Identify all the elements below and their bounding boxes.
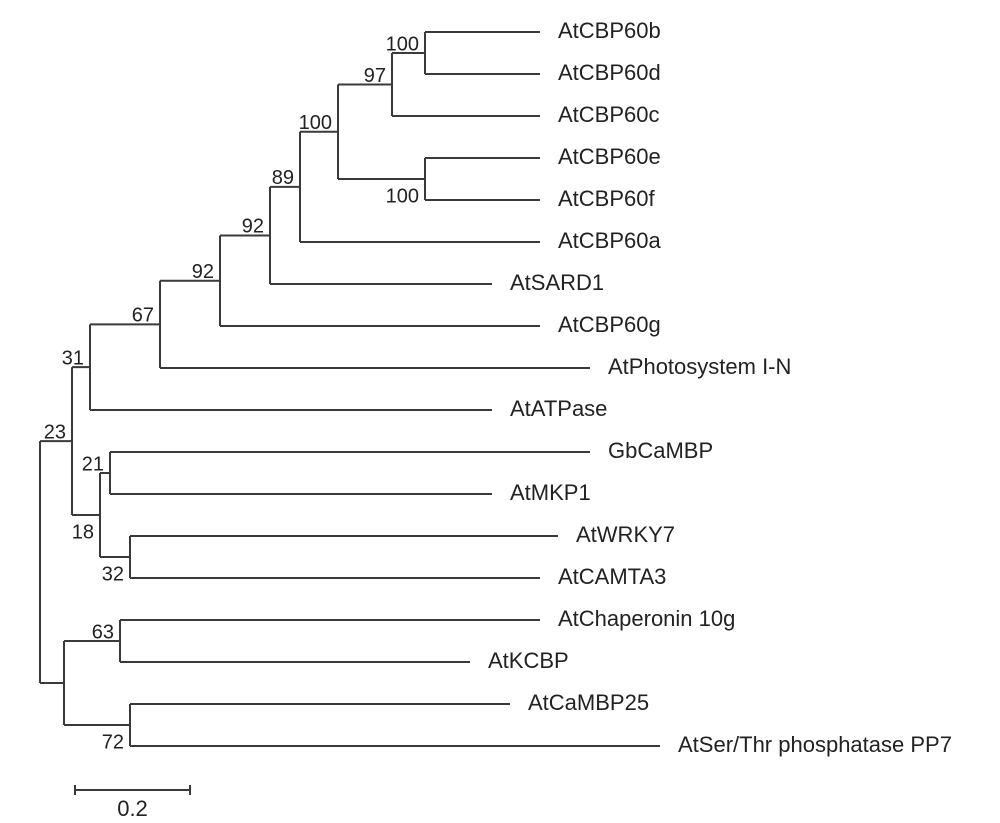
bootstrap-value: 21 — [82, 453, 104, 475]
bootstrap-value: 32 — [102, 563, 124, 585]
leaf-label: AtMKP1 — [510, 480, 591, 505]
leaf-label: AtCBP60e — [558, 144, 661, 169]
bootstrap-value: 63 — [92, 621, 114, 643]
leaf-label: AtCaMBP25 — [528, 690, 649, 715]
bootstrap-value: 97 — [364, 65, 386, 87]
leaf-label: AtKCBP — [488, 648, 569, 673]
leaf-label: AtATPase — [510, 396, 607, 421]
leaf-label: AtCBP60c — [558, 102, 660, 127]
phylogenetic-tree: 100971001008992926731213218236372AtCBP60… — [0, 0, 1000, 823]
leaf-label: AtCBP60f — [558, 186, 655, 211]
bootstrap-value: 100 — [386, 33, 419, 55]
bootstrap-value: 18 — [72, 521, 94, 543]
leaf-label: AtCBP60g — [558, 312, 661, 337]
bootstrap-value: 100 — [299, 112, 332, 134]
bootstrap-value: 67 — [132, 305, 154, 327]
bootstrap-value: 89 — [272, 167, 294, 189]
bootstrap-value: 92 — [192, 261, 214, 283]
leaf-label: AtCBP60b — [558, 18, 661, 43]
leaf-label: AtWRKY7 — [576, 522, 675, 547]
bootstrap-value: 23 — [44, 421, 66, 443]
bootstrap-value: 31 — [62, 347, 84, 369]
bootstrap-value: 100 — [386, 185, 419, 207]
leaf-label: GbCaMBP — [608, 438, 713, 463]
bootstrap-value: 92 — [242, 216, 264, 238]
leaf-label: AtSARD1 — [510, 270, 604, 295]
leaf-label: AtCBP60d — [558, 60, 661, 85]
bootstrap-value: 72 — [102, 731, 124, 753]
leaf-label: AtSer/Thr phosphatase PP7 — [678, 732, 952, 757]
leaf-label: AtPhotosystem I-N — [608, 354, 791, 379]
leaf-label: AtCAMTA3 — [558, 564, 666, 589]
leaf-label: AtCBP60a — [558, 228, 661, 253]
scale-bar-label: 0.2 — [117, 796, 148, 821]
leaf-label: AtChaperonin 10g — [558, 606, 735, 631]
